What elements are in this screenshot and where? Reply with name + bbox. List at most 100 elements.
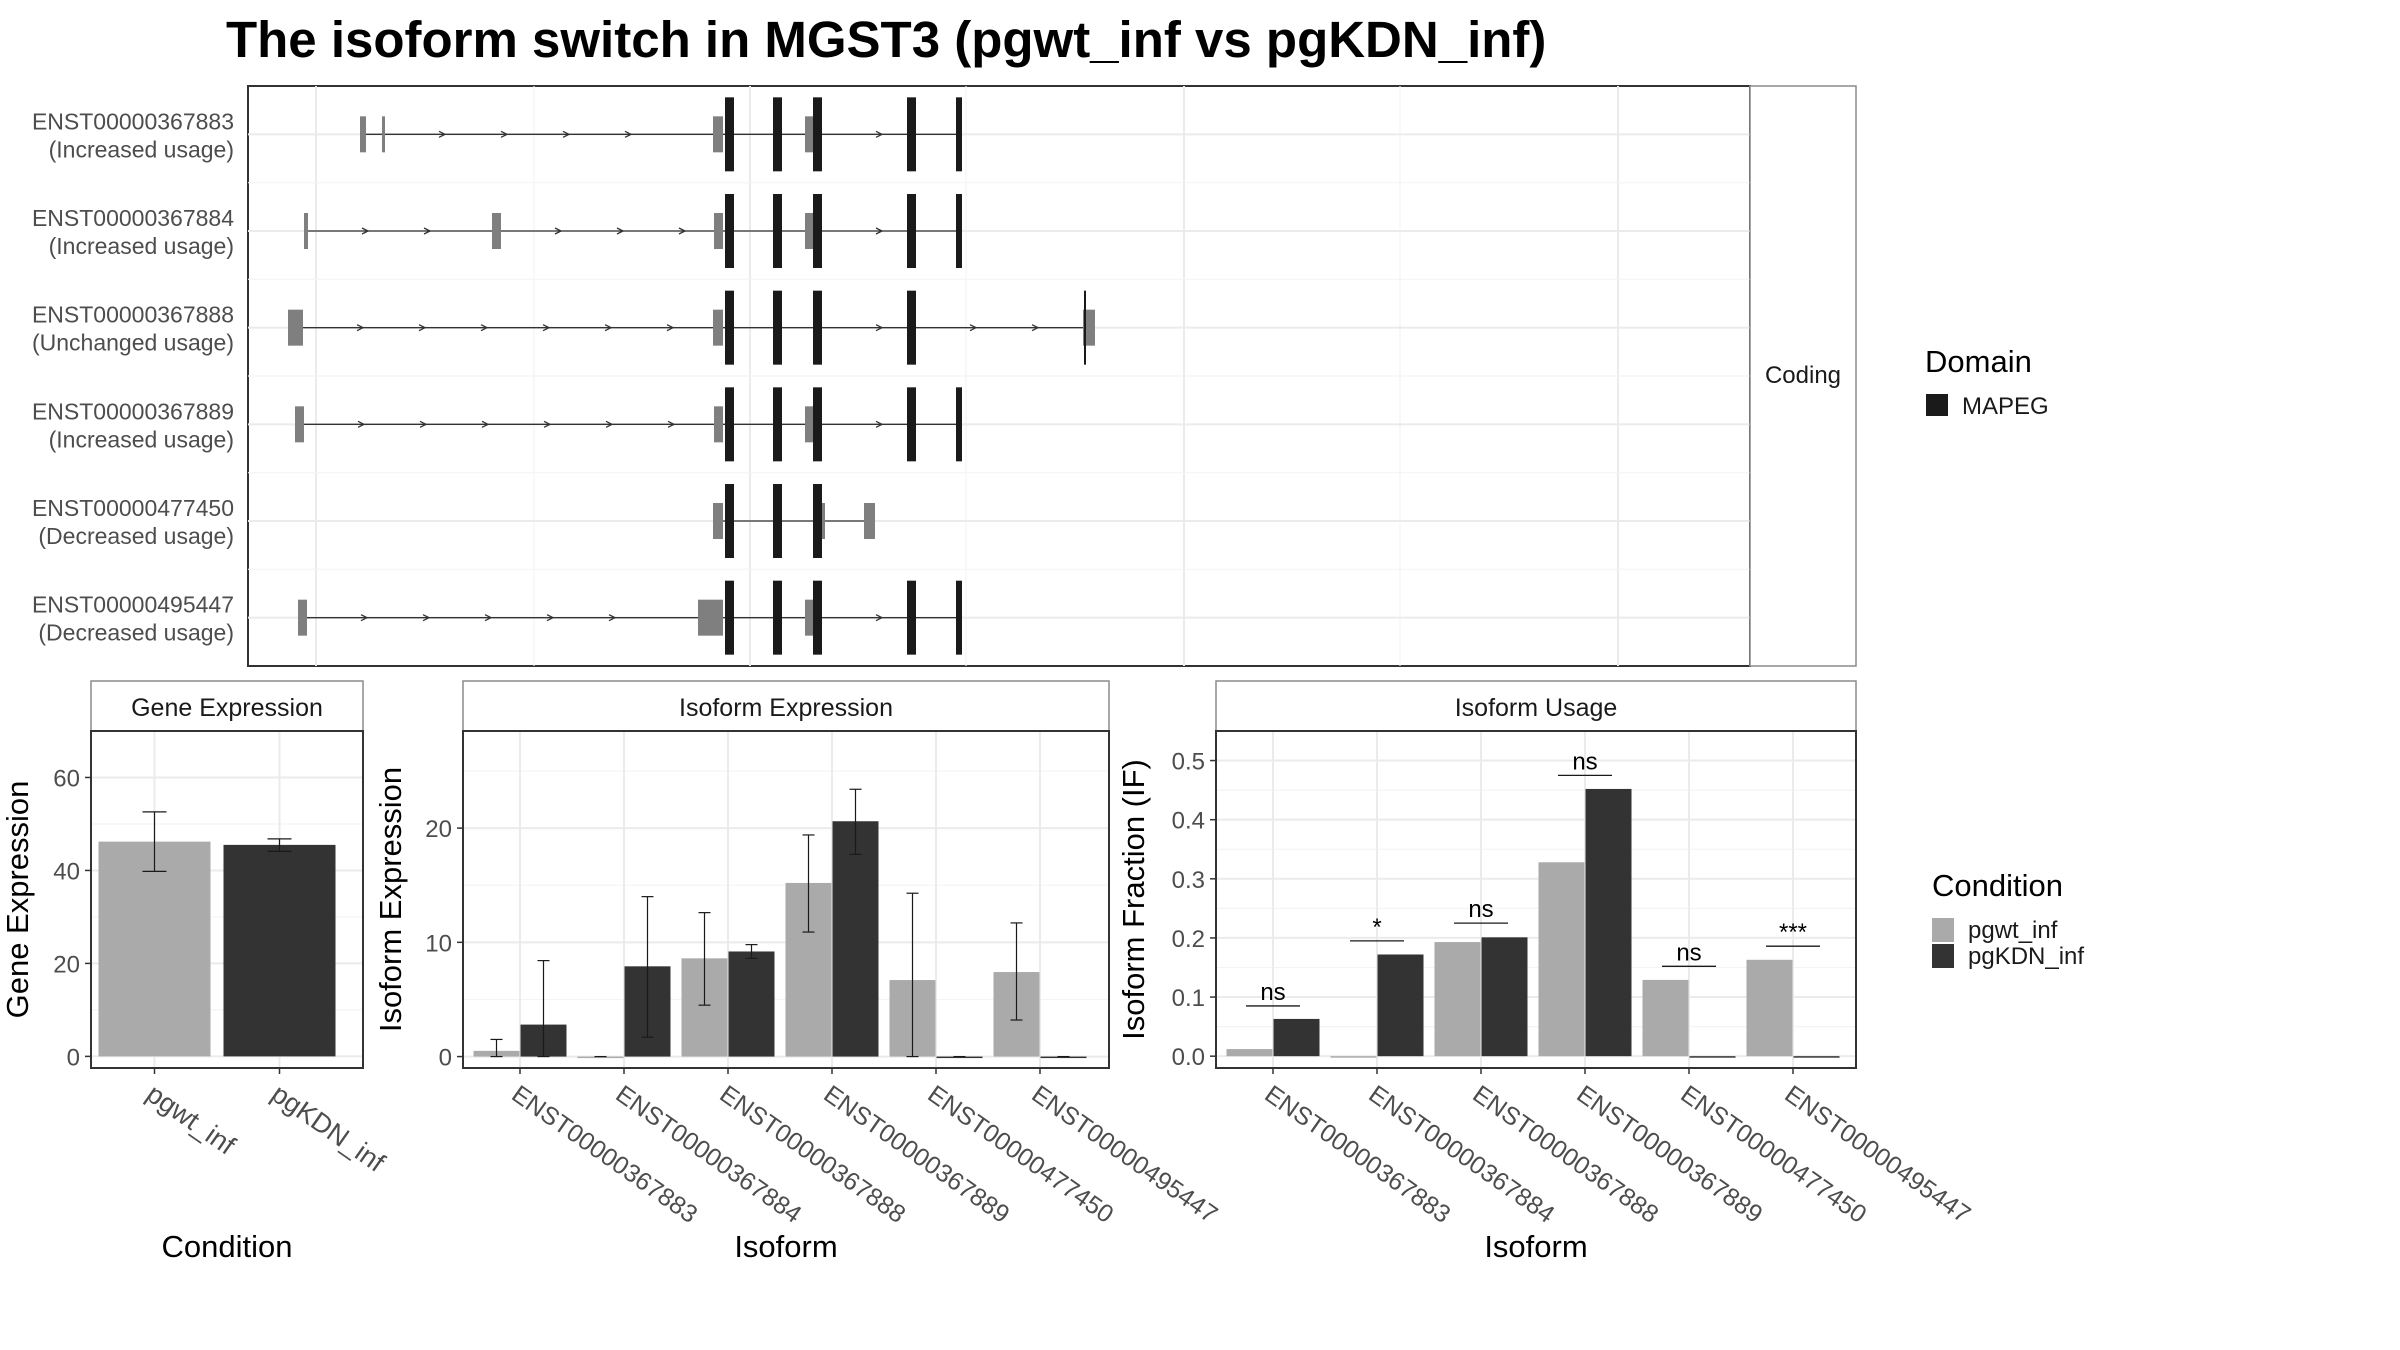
isoform-usage-bar <box>1642 979 1689 1057</box>
isoform-expression-panel-border <box>462 730 1110 1069</box>
utr-exon-block <box>492 213 501 249</box>
transcript-row: ENST00000495447(Decreased usage) <box>32 580 962 655</box>
isoform-usage-category-label: ENST00000367889 <box>1572 1080 1768 1229</box>
isoform-expression-ytick-label: 20 <box>425 816 452 843</box>
utr-exon-block <box>714 213 723 249</box>
intron-arrow <box>484 614 493 622</box>
isoform-expression-category-label: ENST00000367888 <box>715 1080 911 1229</box>
mapeg-domain-exon <box>773 484 782 558</box>
isoform-usage-bar <box>1481 937 1528 1057</box>
transcript-usage-label: (Increased usage) <box>49 136 234 162</box>
isoform-expression-category-label: ENST00000367883 <box>507 1080 703 1229</box>
intron-arrow <box>361 227 370 235</box>
utr-exon-block <box>822 503 825 539</box>
isoform-usage-ytick-label: 0.5 <box>1172 749 1205 776</box>
mapeg-domain-exon <box>907 387 916 462</box>
mapeg-domain-exon <box>956 387 962 462</box>
isoform-usage-strip-title: Isoform Usage <box>1455 694 1618 722</box>
gene-expression-panel-border <box>90 730 364 1069</box>
mapeg-domain-exon <box>907 194 916 268</box>
utr-exon-block <box>360 116 366 153</box>
isoform-usage-significance-label: ns <box>1676 939 1701 966</box>
utr-exon-block <box>288 309 303 346</box>
gene-expression-category-label: pgKDN_inf <box>266 1078 391 1178</box>
gene-expression-ytick-label: 60 <box>53 765 80 792</box>
utr-exon-block <box>298 599 307 636</box>
isoform-expression-category-label: ENST00000495447 <box>1027 1080 1223 1229</box>
intron-arrow <box>562 130 571 138</box>
transcript-id-label: ENST00000367889 <box>32 398 234 424</box>
coding-strip-label: Coding <box>1765 362 1841 389</box>
mapeg-domain-exon <box>725 387 734 462</box>
transcript-row: ENST00000367888(Unchanged usage) <box>32 290 1095 365</box>
isoform-expression-bar <box>832 821 879 1057</box>
isoform-usage-bar <box>1226 1049 1273 1057</box>
isoform-expression-ytick-label: 0 <box>439 1045 452 1072</box>
utr-exon-block <box>714 406 723 443</box>
isoform-usage-significance-label: * <box>1372 914 1381 941</box>
isoform-usage-panel-border <box>1215 730 1857 1069</box>
coding-strip <box>1749 85 1857 667</box>
isoform-expression-x-axis-title: Isoform <box>734 1229 837 1264</box>
mapeg-domain-exon <box>773 290 782 365</box>
utr-exon-block <box>713 309 723 346</box>
transcript-row: ENST00000367889(Increased usage) <box>32 387 962 462</box>
condition-legend-key-pgwt <box>1932 918 1954 942</box>
intron-arrow <box>605 420 614 428</box>
mapeg-domain-exon <box>773 194 782 268</box>
gene-expression-bar <box>223 844 336 1057</box>
condition-legend: Condition pgwt_inf pgKDN_inf <box>1932 868 2084 970</box>
intron-arrow <box>604 324 613 332</box>
isoform-usage-bar <box>1793 1056 1840 1058</box>
intron-arrow <box>546 614 555 622</box>
mapeg-domain-exon <box>773 97 782 172</box>
mapeg-domain-exon <box>813 580 822 655</box>
domain-legend-title: Domain <box>1925 344 2032 379</box>
transcript-usage-label: (Increased usage) <box>49 233 234 259</box>
isoform-usage-category-label: ENST00000477450 <box>1676 1080 1872 1229</box>
isoform-usage-category-label: ENST00000367884 <box>1364 1080 1560 1229</box>
utr-exon-block <box>864 503 875 539</box>
domain-legend: Domain MAPEG <box>1925 344 2049 420</box>
utr-exon-block <box>382 116 385 153</box>
intron-arrow <box>360 614 369 622</box>
transcript-row: ENST00000477450(Decreased usage) <box>32 484 875 558</box>
isoform-expression-y-axis-title: Isoform Expression <box>373 767 408 1032</box>
transcript-id-label: ENST00000367883 <box>32 108 234 134</box>
mapeg-domain-exon <box>725 97 734 172</box>
isoform-expression-bar <box>1040 1056 1087 1059</box>
gene-expression-ytick-label: 0 <box>67 1044 80 1071</box>
isoform-expression-category-label: ENST00000477450 <box>923 1080 1119 1229</box>
isoform-usage-category-label: ENST00000495447 <box>1780 1080 1976 1229</box>
transcript-usage-label: (Decreased usage) <box>38 620 234 646</box>
intron-arrow <box>554 227 563 235</box>
isoform-usage-bar <box>1330 1056 1377 1058</box>
intron-arrow <box>666 324 675 332</box>
intron-arrow <box>500 130 509 138</box>
intron-arrow <box>875 130 884 138</box>
isoform-usage-ytick-label: 0.1 <box>1172 985 1205 1012</box>
isoform-expression-strip-title: Isoform Expression <box>679 694 893 722</box>
utr-exon-block <box>713 116 723 153</box>
intron-arrow <box>608 614 617 622</box>
utr-exon-block <box>713 503 723 539</box>
intron-arrow <box>875 227 884 235</box>
gene-expression-ytick-label: 20 <box>53 951 80 978</box>
transcript-rows: ENST00000367883(Increased usage)ENST0000… <box>32 97 1095 655</box>
transcript-row: ENST00000367883(Increased usage) <box>32 97 962 172</box>
isoform-usage-bar <box>1538 862 1585 1057</box>
intron-arrow <box>1031 324 1040 332</box>
gene-expression-chart: Gene Expression 0 20 40 60 pgwt_inf pgKDN_inf C… <box>0 680 391 1264</box>
isoform-usage-category-label: ENST00000367888 <box>1468 1080 1664 1229</box>
isoform-usage-x-axis-title: Isoform <box>1484 1229 1587 1264</box>
mapeg-domain-exon <box>725 484 734 558</box>
domain-legend-label-mapeg: MAPEG <box>1962 393 2049 420</box>
intron-arrow <box>438 130 447 138</box>
mapeg-domain-exon <box>813 194 822 268</box>
intron-arrow <box>481 420 490 428</box>
transcript-id-label: ENST00000495447 <box>32 592 234 618</box>
isoform-usage-bar <box>1689 1056 1736 1058</box>
intron-arrow <box>419 420 428 428</box>
isoform-usage-ytick-label: 0.0 <box>1172 1044 1205 1071</box>
intron-arrow <box>357 420 366 428</box>
